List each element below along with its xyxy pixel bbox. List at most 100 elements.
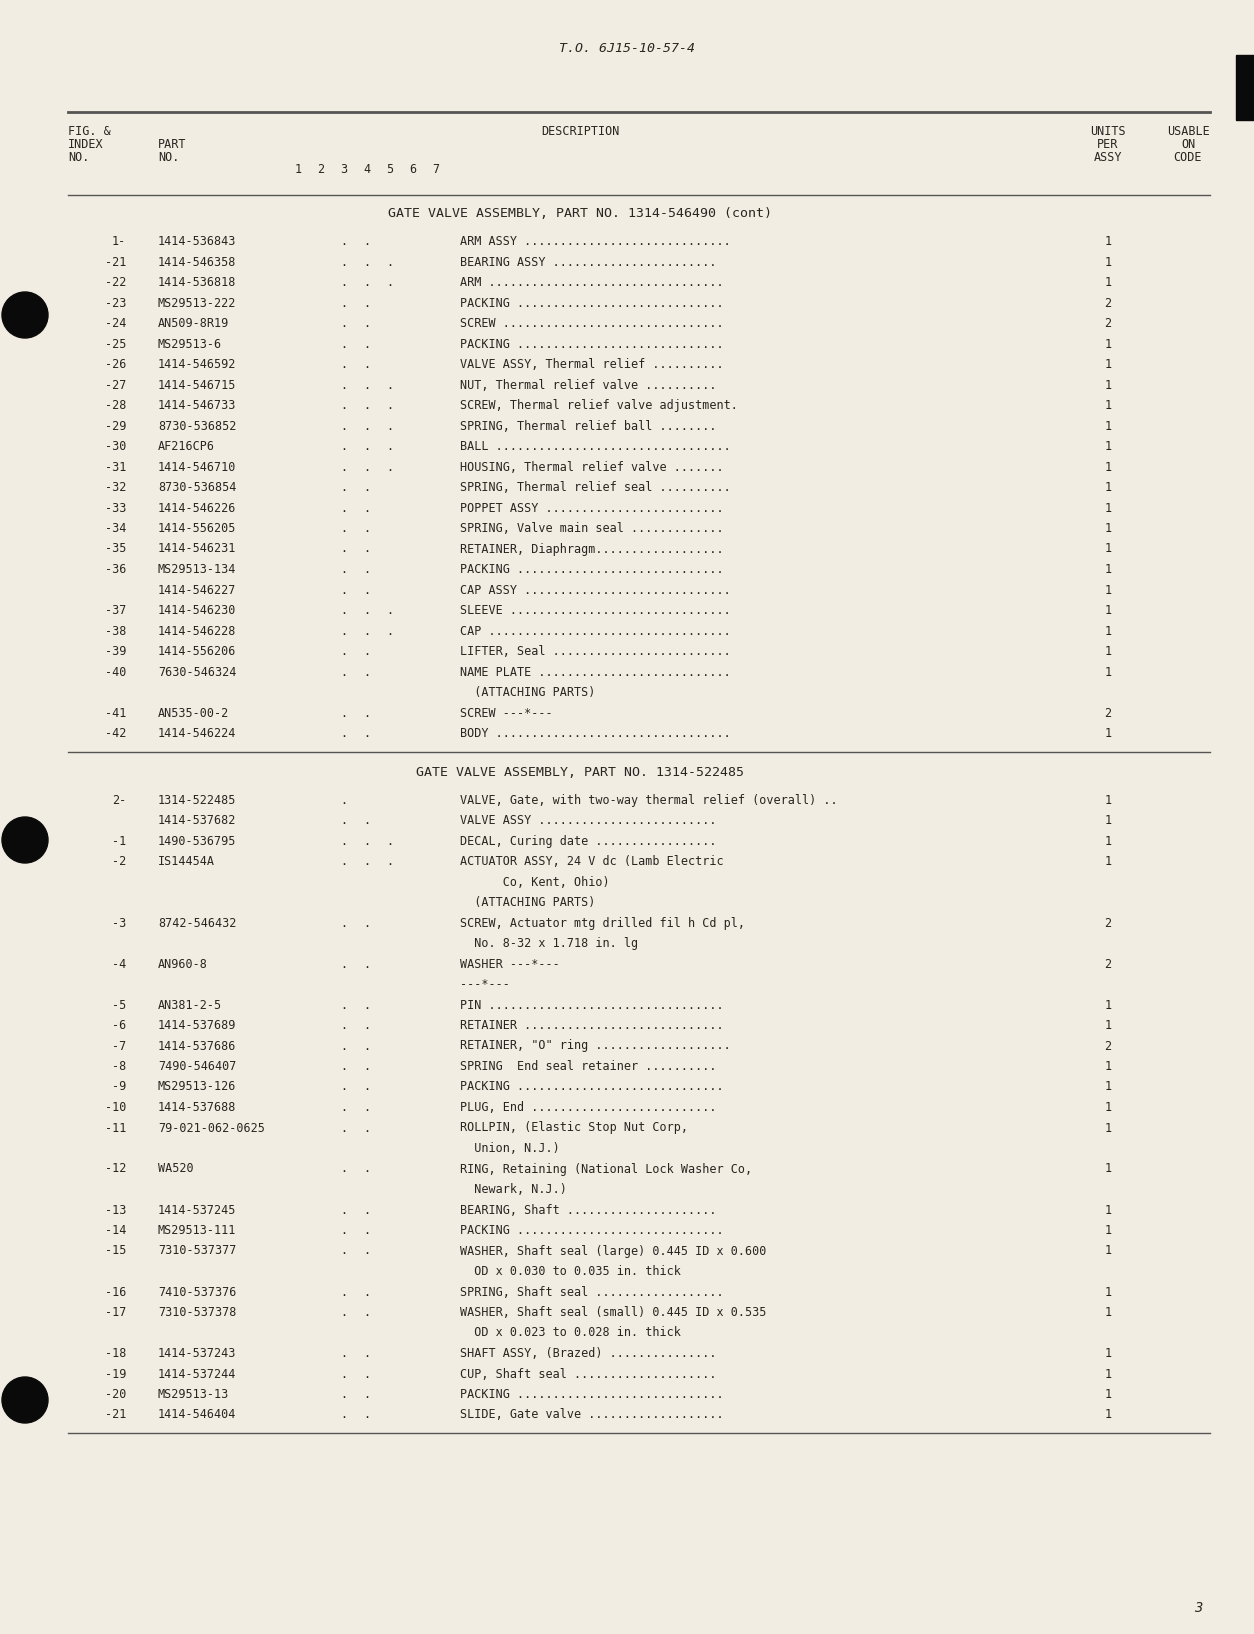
Text: .: . bbox=[364, 645, 371, 659]
Text: SLEEVE ...............................: SLEEVE ............................... bbox=[460, 605, 731, 618]
Text: 1: 1 bbox=[1105, 480, 1111, 493]
Text: 1: 1 bbox=[1105, 1306, 1111, 1319]
Text: 5: 5 bbox=[386, 163, 394, 176]
Text: MS29513-13: MS29513-13 bbox=[158, 1387, 229, 1400]
Text: 1314-522485: 1314-522485 bbox=[158, 794, 236, 807]
Text: .: . bbox=[340, 1387, 347, 1400]
Text: UNITS: UNITS bbox=[1090, 124, 1126, 137]
Text: .: . bbox=[364, 1121, 371, 1134]
Text: .: . bbox=[340, 583, 347, 596]
Text: .: . bbox=[340, 645, 347, 659]
Text: -11: -11 bbox=[104, 1121, 125, 1134]
Text: 1414-546733: 1414-546733 bbox=[158, 399, 236, 412]
Text: -39: -39 bbox=[104, 645, 125, 659]
Text: -33: -33 bbox=[104, 502, 125, 515]
Text: -26: -26 bbox=[104, 358, 125, 371]
Text: 1414-537243: 1414-537243 bbox=[158, 1346, 236, 1359]
Text: GATE VALVE ASSEMBLY, PART NO. 1314-546490 (cont): GATE VALVE ASSEMBLY, PART NO. 1314-54649… bbox=[387, 208, 772, 221]
Text: .: . bbox=[340, 379, 347, 392]
Text: -16: -16 bbox=[104, 1286, 125, 1299]
Text: .: . bbox=[364, 399, 371, 412]
Text: ARM .................................: ARM ................................. bbox=[460, 276, 724, 289]
Text: -32: -32 bbox=[104, 480, 125, 493]
Text: .: . bbox=[364, 379, 371, 392]
Text: BODY .................................: BODY ................................. bbox=[460, 727, 731, 740]
Text: .: . bbox=[364, 1286, 371, 1299]
Text: .: . bbox=[364, 1101, 371, 1114]
Text: Newark, N.J.): Newark, N.J.) bbox=[460, 1183, 567, 1196]
Text: USABLE: USABLE bbox=[1166, 124, 1209, 137]
Text: .: . bbox=[340, 296, 347, 309]
Text: NO.: NO. bbox=[68, 150, 89, 163]
Text: .: . bbox=[340, 502, 347, 515]
Text: .: . bbox=[340, 440, 347, 453]
Text: -10: -10 bbox=[104, 1101, 125, 1114]
Text: 8730-536854: 8730-536854 bbox=[158, 480, 236, 493]
Text: -22: -22 bbox=[104, 276, 125, 289]
Text: SCREW, Actuator mtg drilled fil h Cd pl,: SCREW, Actuator mtg drilled fil h Cd pl, bbox=[460, 917, 745, 930]
Text: .: . bbox=[364, 1039, 371, 1052]
Text: 1414-537689: 1414-537689 bbox=[158, 1020, 236, 1033]
Text: .: . bbox=[340, 317, 347, 330]
Text: .: . bbox=[386, 440, 394, 453]
Text: 8730-536852: 8730-536852 bbox=[158, 420, 236, 433]
Text: 2: 2 bbox=[1105, 706, 1111, 719]
Text: IS14454A: IS14454A bbox=[158, 855, 214, 868]
Text: .: . bbox=[340, 1368, 347, 1381]
Text: 1414-546226: 1414-546226 bbox=[158, 502, 236, 515]
Text: -13: -13 bbox=[104, 1204, 125, 1216]
Text: 1: 1 bbox=[1105, 1224, 1111, 1237]
Text: 2: 2 bbox=[1105, 1039, 1111, 1052]
Text: 1414-546230: 1414-546230 bbox=[158, 605, 236, 618]
Text: .: . bbox=[340, 1101, 347, 1114]
Text: .: . bbox=[364, 1162, 371, 1175]
Text: 7310-537377: 7310-537377 bbox=[158, 1245, 236, 1258]
Text: 1: 1 bbox=[1105, 814, 1111, 827]
Text: AF216CP6: AF216CP6 bbox=[158, 440, 214, 453]
Text: .: . bbox=[364, 521, 371, 534]
Text: 1: 1 bbox=[295, 163, 301, 176]
Text: .: . bbox=[364, 235, 371, 248]
Text: -40: -40 bbox=[104, 665, 125, 678]
Text: .: . bbox=[364, 502, 371, 515]
Text: 2-: 2- bbox=[112, 794, 125, 807]
Text: 1414-536843: 1414-536843 bbox=[158, 235, 236, 248]
Text: .: . bbox=[364, 1060, 371, 1074]
Text: SPRING, Valve main seal .............: SPRING, Valve main seal ............. bbox=[460, 521, 724, 534]
Text: PACKING .............................: PACKING ............................. bbox=[460, 564, 724, 577]
Text: VALVE ASSY .........................: VALVE ASSY ......................... bbox=[460, 814, 716, 827]
Text: -35: -35 bbox=[104, 542, 125, 556]
Text: 1: 1 bbox=[1105, 624, 1111, 637]
Text: .: . bbox=[386, 399, 394, 412]
Text: 1414-546592: 1414-546592 bbox=[158, 358, 236, 371]
Text: 1: 1 bbox=[1105, 235, 1111, 248]
Text: 2: 2 bbox=[317, 163, 325, 176]
Text: -7: -7 bbox=[112, 1039, 125, 1052]
Text: 1: 1 bbox=[1105, 665, 1111, 678]
Text: 7310-537378: 7310-537378 bbox=[158, 1306, 236, 1319]
Text: 2: 2 bbox=[1105, 296, 1111, 309]
Text: .: . bbox=[364, 420, 371, 433]
Text: WA520: WA520 bbox=[158, 1162, 193, 1175]
Text: DESCRIPTION: DESCRIPTION bbox=[540, 124, 619, 137]
Text: -2: -2 bbox=[112, 855, 125, 868]
Text: 1414-546710: 1414-546710 bbox=[158, 461, 236, 474]
Text: .: . bbox=[340, 358, 347, 371]
Text: PLUG, End ..........................: PLUG, End .......................... bbox=[460, 1101, 716, 1114]
Text: -27: -27 bbox=[104, 379, 125, 392]
Text: ---*---: ---*--- bbox=[460, 979, 510, 990]
Text: .: . bbox=[364, 624, 371, 637]
Text: -12: -12 bbox=[104, 1162, 125, 1175]
Text: .: . bbox=[340, 399, 347, 412]
Text: 1414-546231: 1414-546231 bbox=[158, 542, 236, 556]
Text: SPRING, Thermal relief seal ..........: SPRING, Thermal relief seal .......... bbox=[460, 480, 731, 493]
Text: 1: 1 bbox=[1105, 794, 1111, 807]
Text: AN381-2-5: AN381-2-5 bbox=[158, 998, 222, 1011]
Text: 1414-536818: 1414-536818 bbox=[158, 276, 236, 289]
Text: 1414-546228: 1414-546228 bbox=[158, 624, 236, 637]
Text: PACKING .............................: PACKING ............................. bbox=[460, 296, 724, 309]
Text: 1: 1 bbox=[1105, 1080, 1111, 1093]
Text: .: . bbox=[340, 814, 347, 827]
Text: SCREW ...............................: SCREW ............................... bbox=[460, 317, 724, 330]
Text: 1: 1 bbox=[1105, 1121, 1111, 1134]
